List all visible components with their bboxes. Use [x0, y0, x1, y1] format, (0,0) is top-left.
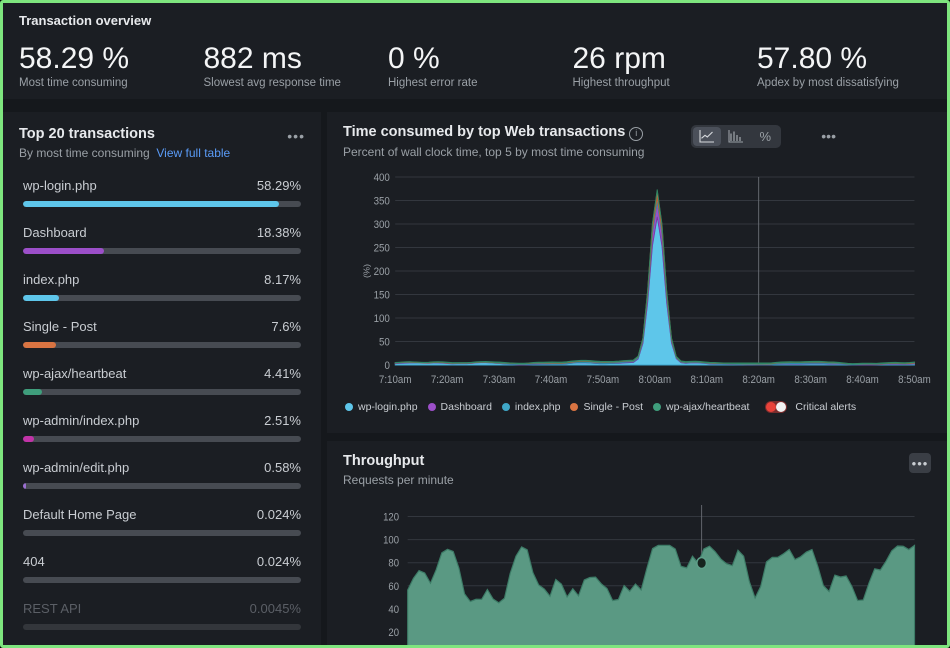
svg-text:250: 250	[374, 243, 390, 255]
svg-text:400: 400	[374, 173, 390, 185]
svg-text:40: 40	[388, 604, 399, 616]
svg-text:60: 60	[388, 581, 399, 593]
svg-text:20: 20	[388, 627, 399, 639]
svg-text:(%): (%)	[362, 264, 371, 278]
svg-text:300: 300	[374, 220, 390, 232]
svg-text:8:30am: 8:30am	[794, 375, 827, 387]
svg-text:7:30am: 7:30am	[483, 375, 516, 387]
svg-text:50: 50	[379, 337, 390, 349]
svg-text:200: 200	[374, 267, 390, 279]
svg-text:8:10am: 8:10am	[690, 375, 723, 387]
svg-text:0: 0	[384, 361, 390, 373]
svg-text:7:40am: 7:40am	[535, 375, 568, 387]
svg-text:8:40am: 8:40am	[846, 375, 879, 387]
svg-text:8:50am: 8:50am	[898, 375, 931, 387]
svg-text:7:10am: 7:10am	[379, 375, 412, 387]
svg-text:8:00am: 8:00am	[639, 375, 672, 387]
svg-text:100: 100	[374, 314, 390, 326]
svg-text:100: 100	[383, 535, 399, 547]
svg-text:7:50am: 7:50am	[587, 375, 620, 387]
svg-text:7:20am: 7:20am	[431, 375, 464, 387]
svg-text:8:20am: 8:20am	[742, 375, 775, 387]
svg-text:150: 150	[374, 290, 390, 302]
svg-text:80: 80	[388, 558, 399, 570]
svg-text:350: 350	[374, 196, 390, 208]
svg-text:120: 120	[383, 512, 399, 524]
